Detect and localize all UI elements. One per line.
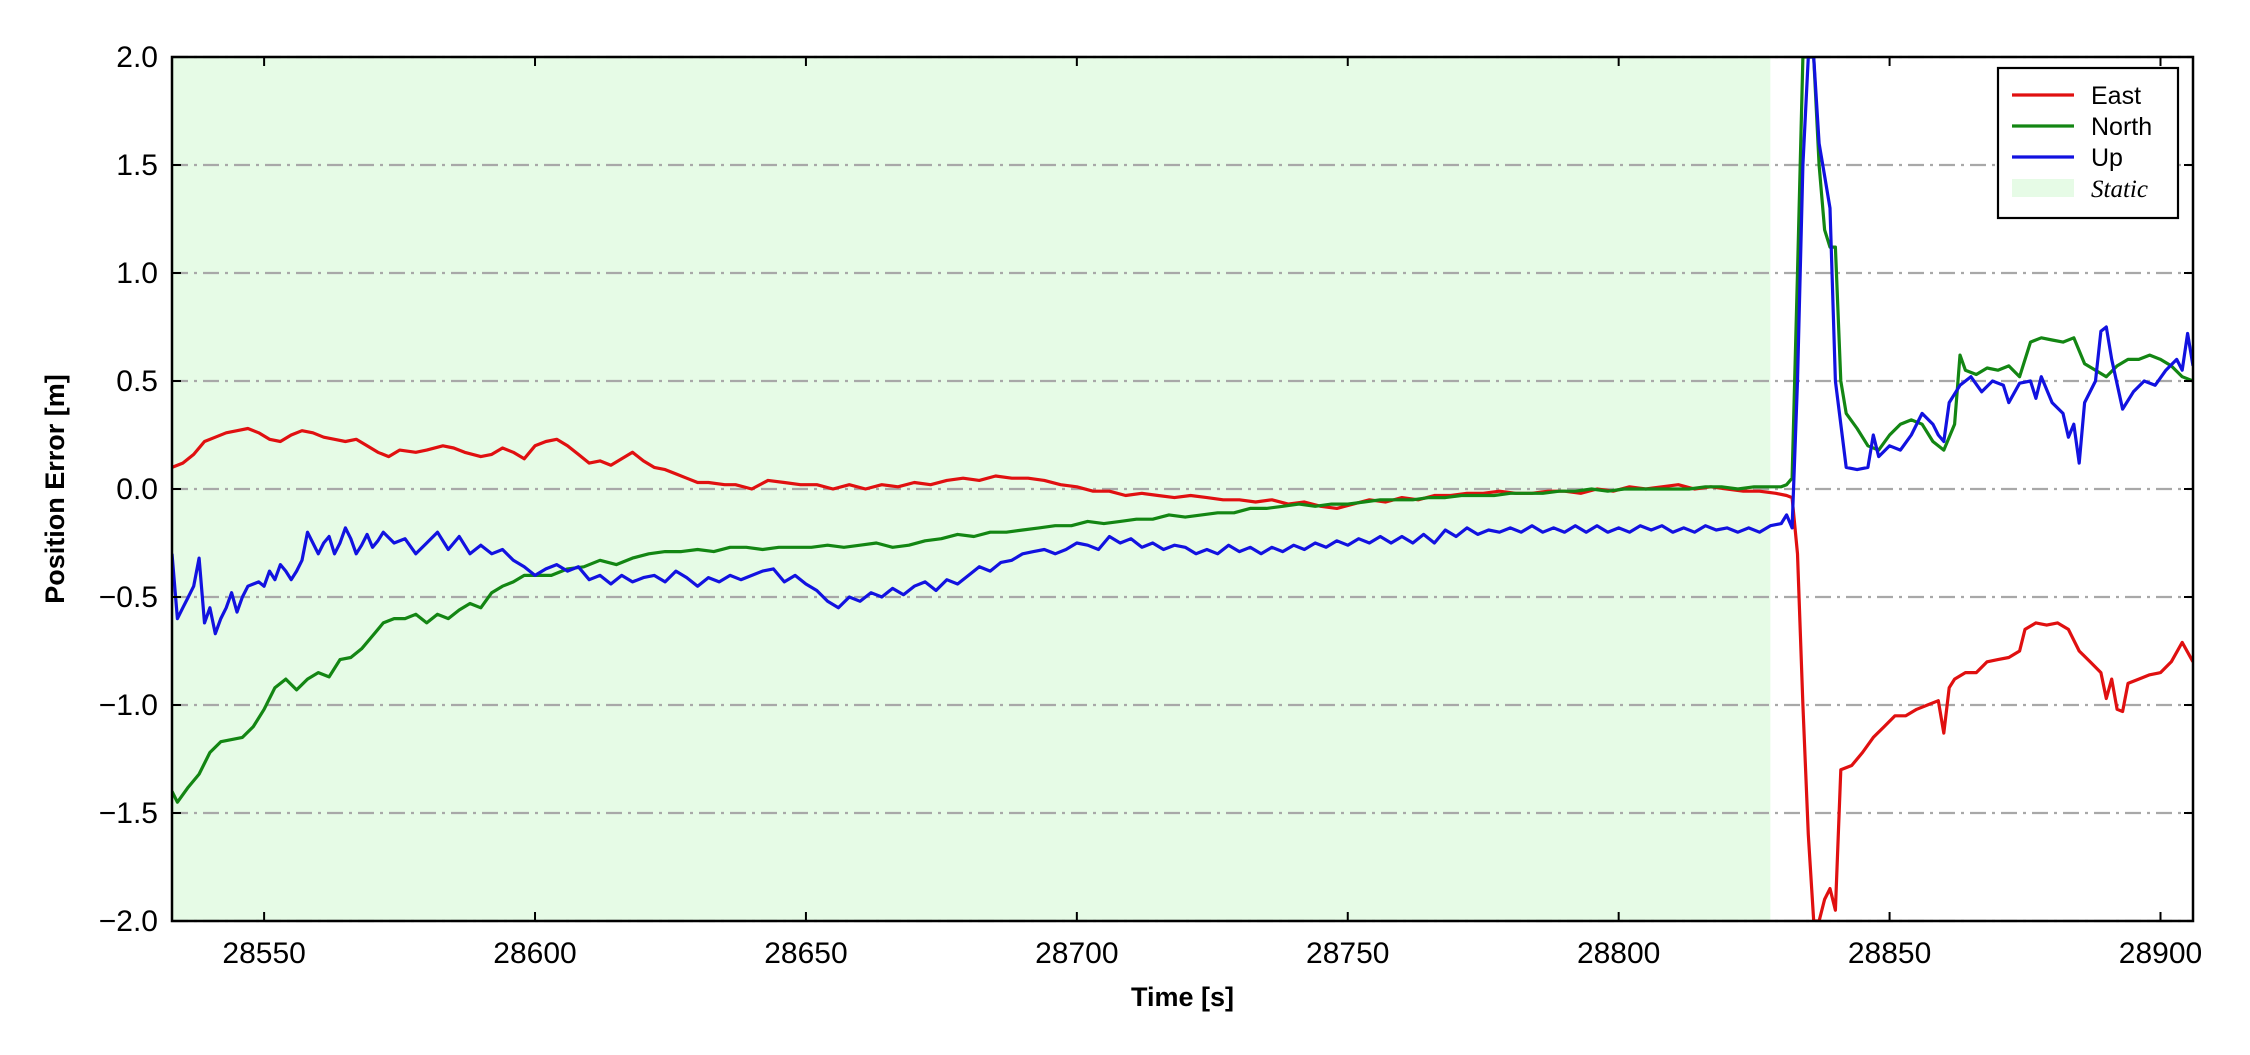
legend-swatch-static: [2012, 179, 2074, 197]
y-tick-label-7: 1.5: [116, 149, 158, 182]
x-tick-label-1: 28600: [493, 937, 576, 970]
legend-label-north: North: [2091, 113, 2152, 141]
x-tick-label-2: 28650: [764, 937, 847, 970]
y-axis-title: Position Error [m]: [40, 374, 70, 604]
y-tick-label-2: −1.0: [99, 689, 158, 722]
legend-label-east: East: [2091, 82, 2141, 110]
series-line-east: [172, 426, 2193, 921]
y-tick-label-5: 0.5: [116, 365, 158, 398]
legend: East North Up Static: [1996, 66, 2180, 220]
y-tick-label-6: 1.0: [116, 257, 158, 290]
x-tick-label-5: 28800: [1577, 937, 1660, 970]
y-tick-label-1: −1.5: [99, 797, 158, 830]
x-tick-label-3: 28700: [1035, 937, 1118, 970]
y-tick-label-0: −2.0: [99, 905, 158, 938]
legend-label-static: Static: [2091, 176, 2148, 203]
x-tick-label-7: 28900: [2119, 937, 2202, 970]
x-tick-label-4: 28750: [1306, 937, 1389, 970]
legend-label-up: Up: [2091, 144, 2123, 172]
series-line-north: [172, 57, 2193, 804]
series-line-up: [172, 57, 2193, 636]
y-tick-label-3: −0.5: [99, 581, 158, 614]
x-tick-label-6: 28850: [1848, 937, 1931, 970]
y-tick-label-4: 0.0: [116, 473, 158, 506]
x-axis-title: Time [s]: [1131, 982, 1234, 1012]
x-tick-label-0: 28550: [222, 937, 305, 970]
y-tick-label-8: 2.0: [116, 41, 158, 74]
